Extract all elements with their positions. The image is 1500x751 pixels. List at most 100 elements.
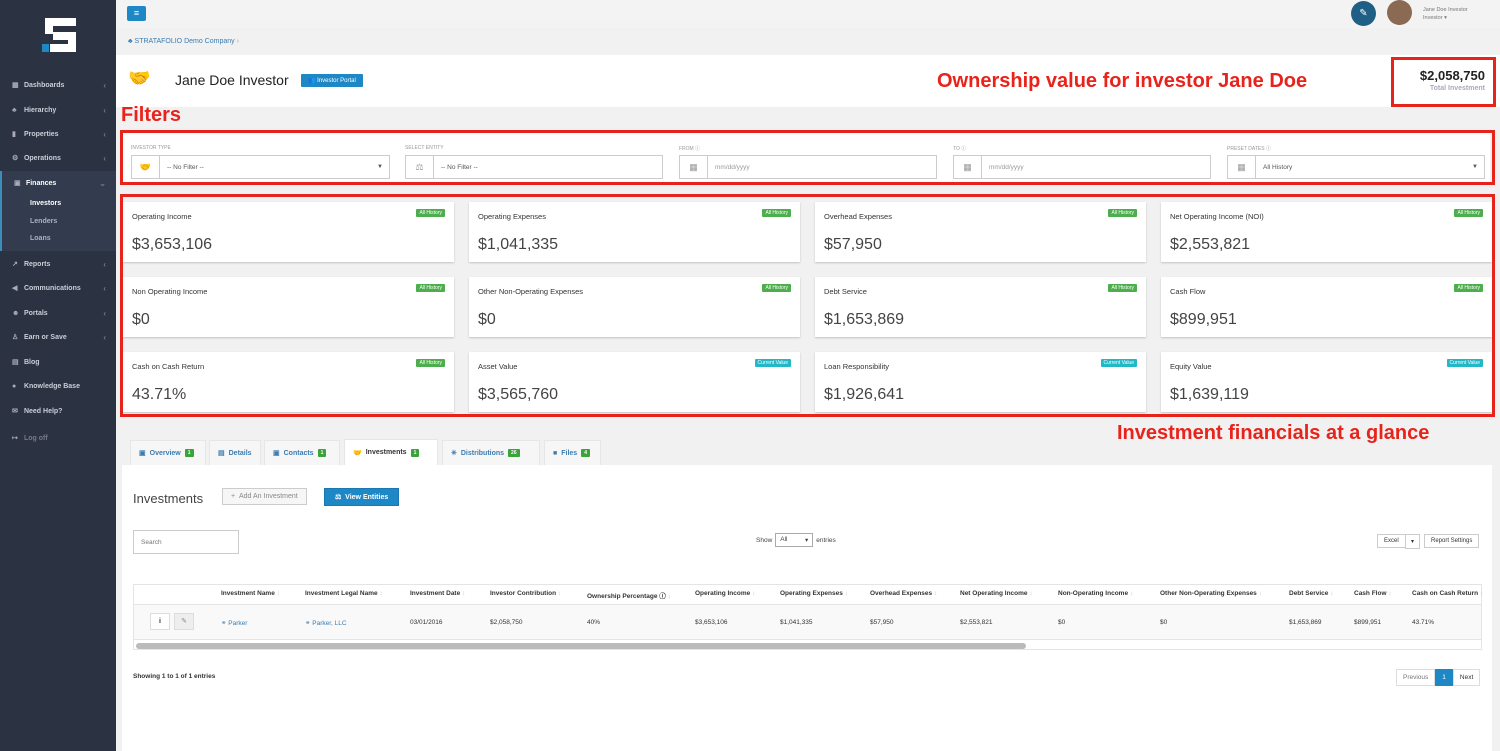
tab-contacts[interactable]: ▣ Contacts 1	[264, 440, 340, 465]
investor-portal-button[interactable]: 👥 Investor Portal	[301, 74, 363, 87]
page-1-button[interactable]: 1	[1435, 669, 1453, 686]
card-value: $3,565,760	[478, 386, 559, 403]
tab-investments[interactable]: 🤝 Investments 1	[344, 439, 438, 465]
sidebar-item-log-off[interactable]: ↦ Log off	[0, 426, 116, 450]
column-header[interactable]: Investment Legal Name ↕	[305, 590, 383, 597]
column-header[interactable]: Ownership Percentage ⓘ ↕	[587, 593, 671, 600]
sidebar-item-hierarchy[interactable]: ♣ Hierarchy ‹	[0, 98, 116, 122]
filter-preset-dates[interactable]: ▦ All History ▼	[1227, 155, 1485, 179]
breadcrumb[interactable]: ♣ STRATAFOLIO Demo Company ›	[128, 38, 239, 45]
search-input[interactable]	[133, 530, 239, 554]
sidebar-item-finances[interactable]: ▣ Finances ⌄	[0, 171, 116, 195]
filter-from[interactable]: ▦ mm/dd/yyyy	[679, 155, 937, 179]
tab-label: Details	[228, 449, 252, 457]
card-badge: All History	[1454, 209, 1483, 217]
sidebar-item-label: Finances	[25, 179, 57, 187]
add-investment-label: Add An Investment	[238, 493, 298, 500]
filter-select-entity[interactable]: ⚖ -- No Filter --	[405, 155, 663, 179]
hierarchy-icon: ♣	[128, 38, 135, 45]
sidebar-item-label: Properties	[23, 130, 59, 138]
column-header[interactable]: Overhead Expenses ↕	[870, 590, 938, 597]
card-overhead-expenses: Overhead Expenses All History $57,950	[815, 202, 1146, 262]
card-value: $2,553,821	[1170, 236, 1251, 253]
excel-export-button[interactable]: Excel	[1377, 534, 1406, 548]
table-cell[interactable]: ⚭ Parker, LLC	[305, 620, 347, 627]
table-cell[interactable]: ⚭ Parker	[221, 620, 248, 627]
info-icon[interactable]: i	[150, 613, 170, 630]
card-label: Operating Income	[132, 212, 192, 221]
column-header[interactable]: Operating Income ↕	[695, 590, 756, 597]
sidebar-subitem-lenders[interactable]: Lenders	[30, 217, 58, 225]
tab-overview[interactable]: ▣ Overview 1	[130, 440, 206, 465]
add-investment-button[interactable]: + Add An Investment	[222, 488, 307, 505]
column-header[interactable]: Operating Expenses ↕	[780, 590, 848, 597]
table-info: Showing 1 to 1 of 1 entries	[133, 673, 216, 680]
filter-to[interactable]: ▦ mm/dd/yyyy	[953, 155, 1211, 179]
question-icon: ●	[12, 382, 17, 390]
sidebar-item-reports[interactable]: ↗ Reports ‹	[0, 252, 116, 276]
tab-label: Distributions	[460, 449, 505, 457]
column-header[interactable]: Other Non-Operating Expenses ↕	[1160, 590, 1262, 597]
total-investment-value: $2,058,750	[1419, 68, 1485, 83]
investor-portal-label: Investor Portal	[317, 78, 356, 84]
breadcrumb-company[interactable]: STRATAFOLIO Demo Company	[134, 38, 235, 45]
filter-investor-type[interactable]: 🤝 -- No Filter -- ▼	[131, 155, 390, 179]
column-header[interactable]: Cash on Cash Return ↕	[1412, 590, 1484, 597]
column-header[interactable]: Non-Operating Income ↕	[1058, 590, 1134, 597]
menu-toggle-button[interactable]: ≡	[127, 6, 146, 21]
overview-icon: ▣	[139, 450, 146, 457]
sidebar-item-blog[interactable]: ▤ Blog	[0, 350, 116, 374]
card-badge: All History	[762, 209, 791, 217]
sidebar-item-portals[interactable]: ☻ Portals ‹	[0, 301, 116, 325]
table-cell: $3,653,106	[695, 619, 728, 626]
filter-label-preset-dates: Preset Dates ⓘ	[1227, 146, 1271, 152]
page-length-select[interactable]: All ▾	[775, 533, 814, 547]
sidebar-item-properties[interactable]: ▮ Properties ‹	[0, 122, 116, 146]
excel-dropdown-button[interactable]: ▾	[1405, 534, 1421, 549]
previous-page-button[interactable]: Previous	[1396, 669, 1436, 686]
edit-icon[interactable]: ✎	[174, 613, 194, 630]
tab-files[interactable]: ■ Files 4	[544, 440, 601, 465]
view-entities-button[interactable]: ⚖ View Entities	[324, 488, 400, 506]
user-name: Jane Doe Investor	[1423, 7, 1468, 13]
sidebar-item-need-help[interactable]: ✉ Need Help?	[0, 399, 116, 423]
report-settings-button[interactable]: Report Settings	[1424, 534, 1480, 548]
filter-label-from: From ⓘ	[679, 146, 701, 152]
sidebar-item-communications[interactable]: ◀ Communications ‹	[0, 276, 116, 300]
column-header[interactable]: Net Operating Income ↕	[960, 590, 1033, 597]
table-row	[134, 604, 1481, 640]
card-label: Cash on Cash Return	[132, 362, 205, 371]
sidebar-item-operations[interactable]: ⚙ Operations ‹	[0, 146, 116, 170]
tab-details[interactable]: ▤ Details	[209, 440, 261, 465]
scale-icon: ⚖	[406, 156, 434, 178]
chat-icon[interactable]: ✎	[1351, 1, 1376, 26]
tab-label: Contacts	[283, 449, 314, 457]
sidebar-item-dashboards[interactable]: ▦ Dashboards ‹	[0, 73, 116, 97]
tab-distributions[interactable]: ✳ Distributions 26	[442, 440, 540, 465]
page-title: Jane Doe Investor	[175, 72, 289, 88]
filter-from-input[interactable]: mm/dd/yyyy	[715, 163, 750, 171]
column-header[interactable]: Debt Service ↕	[1289, 590, 1334, 597]
sitemap-icon: ♣	[12, 106, 17, 114]
card-non-operating-income: Non Operating Income All History $0	[123, 277, 454, 337]
horizontal-scrollbar[interactable]	[136, 643, 1026, 649]
sidebar-subitem-investors[interactable]: Investors	[30, 200, 62, 207]
column-header[interactable]: Investment Date ↕	[410, 590, 466, 597]
stratafolio-logo[interactable]	[42, 18, 76, 52]
user-menu[interactable]: Jane Doe Investor Investor ▾	[1423, 7, 1468, 21]
caret-down-icon: ▼	[377, 164, 383, 170]
next-page-button[interactable]: Next	[1452, 669, 1481, 686]
column-header[interactable]: Investment Name ↕	[221, 590, 280, 597]
tab-label: Overview	[149, 449, 181, 457]
pagination: Previous 1 Next	[1396, 669, 1481, 686]
sidebar-item-knowledge-base[interactable]: ● Knowledge Base	[0, 374, 116, 398]
newspaper-icon: ▤	[12, 359, 19, 366]
column-header[interactable]: Investor Contribution ↕	[490, 590, 562, 597]
users-icon: ☻	[12, 309, 20, 317]
avatar[interactable]	[1387, 0, 1412, 25]
card-operating-income: Operating Income All History $3,653,106	[123, 202, 454, 262]
sidebar-item-earn-or-save[interactable]: ♙ Earn or Save ‹	[0, 325, 116, 349]
column-header[interactable]: Cash Flow ↕	[1354, 590, 1392, 597]
filter-to-input[interactable]: mm/dd/yyyy	[989, 163, 1024, 171]
sidebar-subitem-loans[interactable]: Loans	[30, 235, 51, 242]
